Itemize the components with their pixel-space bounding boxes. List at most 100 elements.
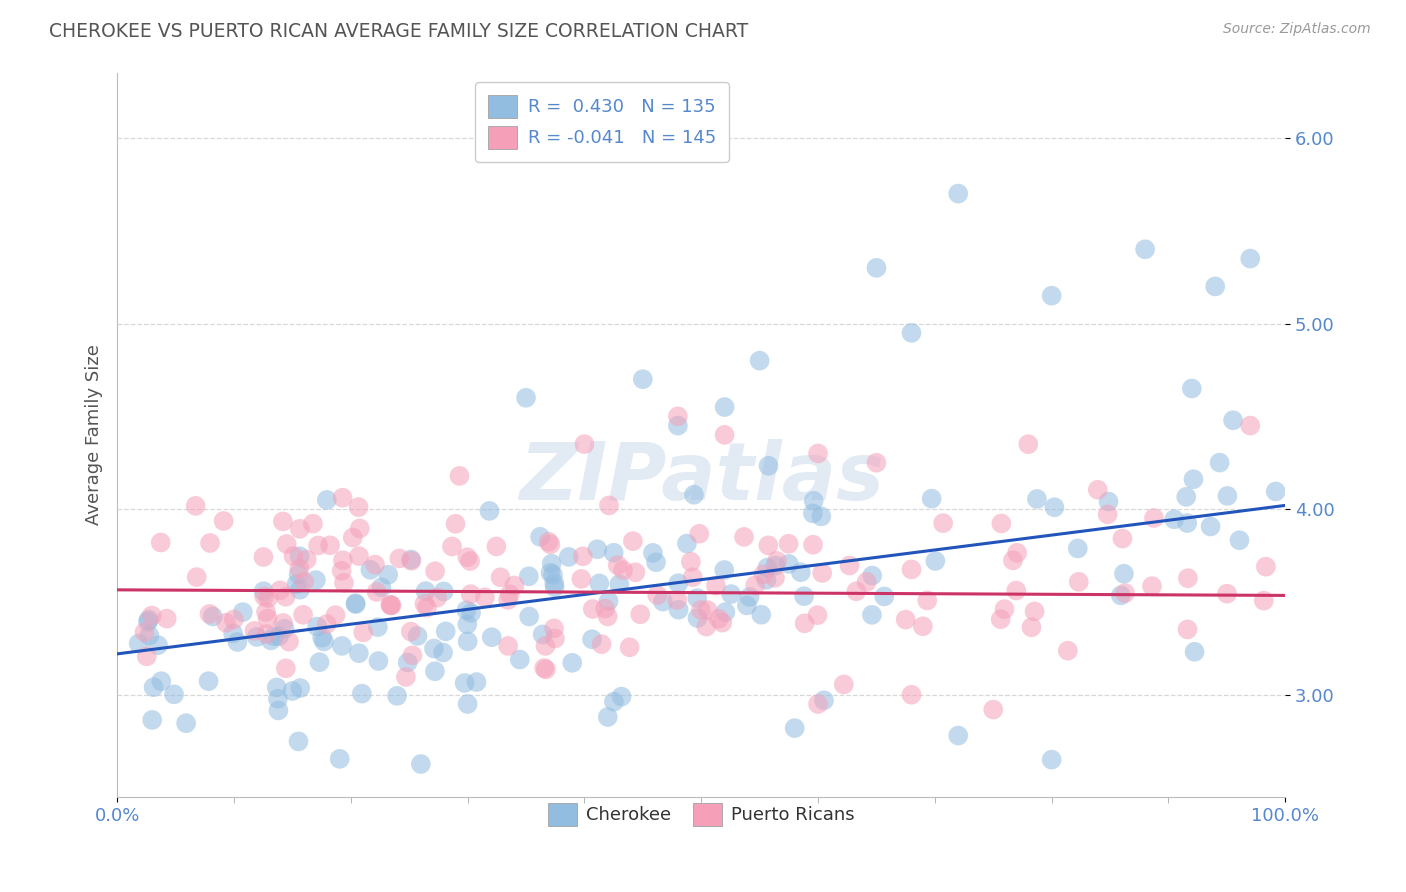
Point <box>385 689 408 703</box>
Point <box>860 568 883 582</box>
Point <box>444 516 467 531</box>
Point <box>252 584 274 599</box>
Point <box>756 538 779 552</box>
Point <box>652 594 675 608</box>
Point <box>150 674 173 689</box>
Point <box>1208 456 1230 470</box>
Point <box>290 681 312 695</box>
Point <box>900 326 922 340</box>
Point <box>748 353 770 368</box>
Point <box>478 504 501 518</box>
Point <box>271 615 294 630</box>
Point <box>381 599 404 613</box>
Point <box>330 564 353 578</box>
Point <box>763 558 786 573</box>
Point <box>1204 279 1226 293</box>
Point <box>981 702 1004 716</box>
Point <box>1114 586 1136 600</box>
Point <box>645 555 668 569</box>
Point <box>460 606 482 620</box>
Point <box>128 636 150 650</box>
Point <box>136 615 159 629</box>
Point <box>409 757 432 772</box>
Point <box>679 555 702 569</box>
Point <box>543 580 565 594</box>
Point <box>503 578 526 592</box>
Point <box>588 576 610 591</box>
Point <box>305 573 328 587</box>
Point <box>288 522 311 536</box>
Point <box>813 693 835 707</box>
Point <box>676 536 699 550</box>
Point <box>666 576 689 591</box>
Point <box>641 546 664 560</box>
Point <box>288 549 311 564</box>
Point <box>1017 437 1039 451</box>
Point <box>628 607 651 622</box>
Point <box>281 684 304 698</box>
Point <box>666 418 689 433</box>
Point <box>288 562 311 576</box>
Point <box>704 579 727 593</box>
Point <box>465 675 488 690</box>
Point <box>1097 508 1119 522</box>
Point <box>1005 583 1028 598</box>
Point <box>347 549 370 563</box>
Point <box>1109 588 1132 602</box>
Point <box>610 690 633 704</box>
Point <box>416 600 439 615</box>
Point <box>865 260 887 275</box>
Point <box>543 621 565 635</box>
Point <box>138 613 160 627</box>
Point <box>1026 491 1049 506</box>
Point <box>855 574 877 589</box>
Point <box>1264 484 1286 499</box>
Point <box>832 677 855 691</box>
Point <box>457 634 479 648</box>
Point <box>367 654 389 668</box>
Legend: Cherokee, Puerto Ricans: Cherokee, Puerto Ricans <box>538 794 863 835</box>
Point <box>456 617 478 632</box>
Point <box>711 615 734 630</box>
Point <box>292 607 315 622</box>
Point <box>364 558 387 572</box>
Point <box>253 590 276 604</box>
Point <box>1024 604 1046 618</box>
Point <box>541 567 564 582</box>
Point <box>558 549 581 564</box>
Point <box>778 557 800 571</box>
Point <box>1177 571 1199 585</box>
Point <box>1239 252 1261 266</box>
Point <box>257 591 280 606</box>
Point <box>911 619 934 633</box>
Point <box>1067 574 1090 589</box>
Point <box>260 633 283 648</box>
Point <box>342 531 364 545</box>
Y-axis label: Average Family Size: Average Family Size <box>86 344 103 525</box>
Point <box>370 580 392 594</box>
Point <box>1163 512 1185 526</box>
Point <box>243 624 266 638</box>
Point <box>713 428 735 442</box>
Point <box>174 716 197 731</box>
Point <box>666 409 689 424</box>
Point <box>269 583 291 598</box>
Point <box>758 458 780 473</box>
Point <box>1133 242 1156 256</box>
Point <box>276 537 298 551</box>
Point <box>283 549 305 563</box>
Point <box>460 587 482 601</box>
Point <box>267 691 290 706</box>
Point <box>1087 483 1109 497</box>
Point <box>267 629 290 643</box>
Point <box>156 611 179 625</box>
Point <box>752 567 775 582</box>
Point <box>396 656 419 670</box>
Point <box>141 713 163 727</box>
Point <box>413 597 436 611</box>
Point <box>325 608 347 623</box>
Point <box>803 493 825 508</box>
Point <box>900 688 922 702</box>
Point <box>307 619 329 633</box>
Point <box>401 554 423 568</box>
